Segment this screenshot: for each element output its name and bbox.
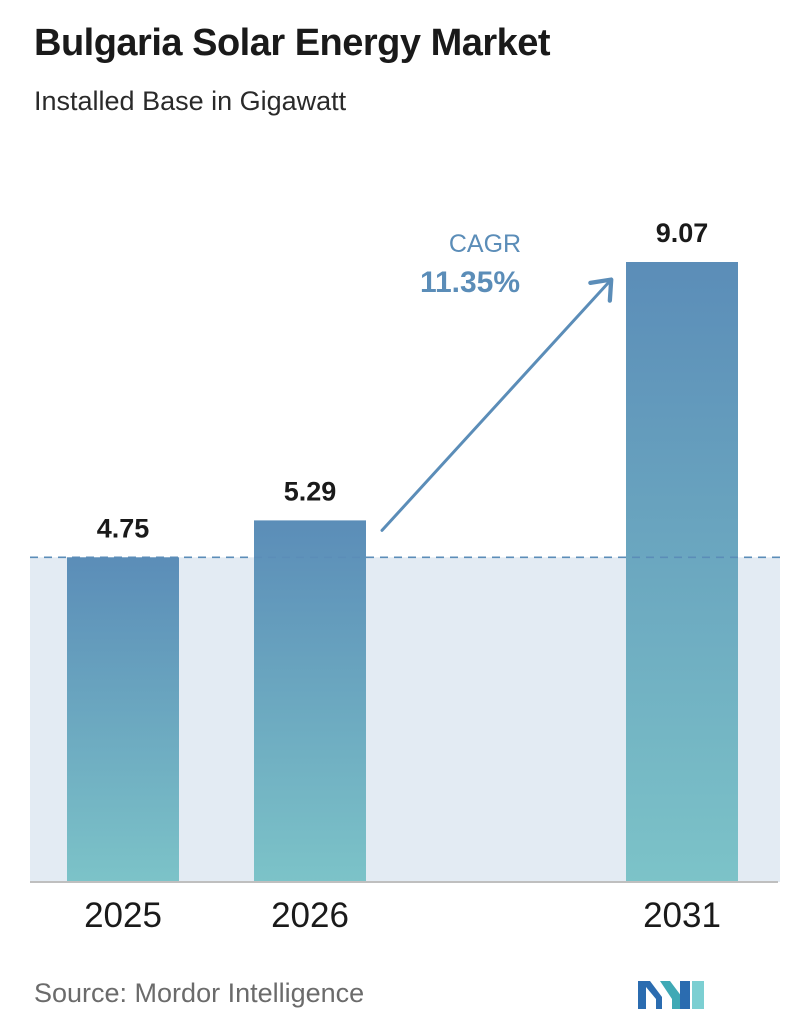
bar-2026 — [254, 520, 366, 882]
cagr-value: 11.35% — [420, 266, 520, 299]
bar-2031 — [626, 262, 738, 882]
cagr-arrow — [380, 277, 614, 532]
value-label-2031: 9.07 — [656, 218, 709, 248]
value-label-2026: 5.29 — [284, 476, 337, 506]
chart-title: Bulgaria Solar Energy Market — [34, 22, 551, 64]
category-label-2031: 2031 — [643, 896, 721, 935]
value-label-2025: 4.75 — [97, 513, 150, 543]
category-label-2025: 2025 — [84, 896, 162, 935]
mordor-intelligence-logo — [638, 981, 704, 1009]
bar-2025 — [67, 557, 179, 882]
category-label-2026: 2026 — [271, 896, 349, 935]
cagr-label: CAGR — [449, 230, 521, 258]
chart-subtitle: Installed Base in Gigawatt — [34, 86, 347, 116]
source-note: Source: Mordor Intelligence — [34, 978, 365, 1008]
